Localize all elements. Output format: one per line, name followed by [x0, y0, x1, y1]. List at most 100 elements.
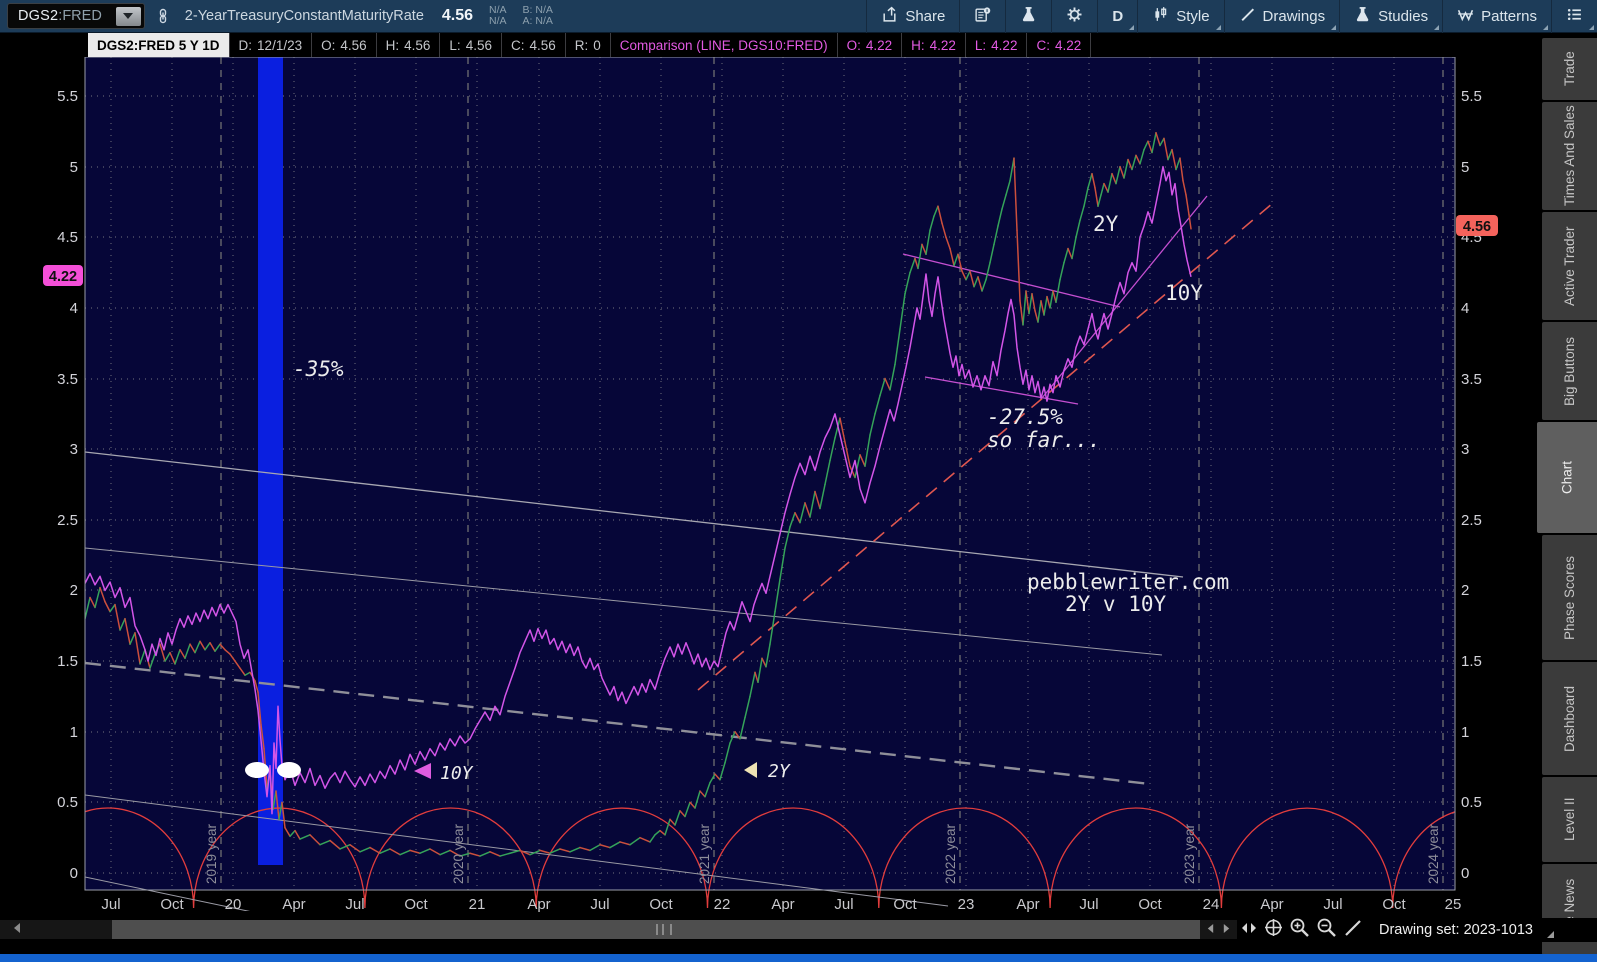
chart-h-scrollbar-thumb[interactable]	[112, 920, 1200, 939]
price-tick-label: 2.5	[1461, 512, 1482, 529]
symbol-description: 2-YearTreasuryConstantMaturityRate	[184, 8, 424, 24]
scrollbar-step-buttons[interactable]	[1200, 920, 1237, 939]
time-tick-label: 25	[1445, 896, 1462, 913]
price-series-10y	[85, 165, 1192, 815]
toolbar-button-share[interactable]: Share	[866, 0, 959, 33]
ohlc-field: H: 4.56	[375, 33, 440, 57]
news-icon	[974, 6, 991, 27]
plot-area[interactable]	[85, 57, 1455, 890]
toolbar-button-style[interactable]: Style	[1137, 0, 1223, 33]
scroll-left-icon	[12, 921, 22, 939]
comparison-value: 4.22	[929, 37, 956, 53]
svg-text:4.56: 4.56	[1463, 219, 1491, 235]
ohlc-field: L: 4.56	[439, 33, 501, 57]
snap-right-button[interactable]	[1240, 921, 1258, 940]
patterns-icon	[1457, 6, 1474, 27]
sidebar-tab-times-and-sales[interactable]: Times And Sales	[1542, 102, 1597, 210]
corner-expand-icon	[1589, 24, 1594, 30]
scrollbar-grip-icon	[656, 924, 672, 935]
chart-text-annotation[interactable]: 2Y	[1093, 212, 1119, 236]
trendline-drawing[interactable]	[85, 547, 1163, 656]
ellipse-marker-drawing[interactable]	[245, 762, 269, 778]
chart-text-annotation[interactable]: 10Y	[1165, 281, 1203, 305]
step-left-icon	[1206, 921, 1215, 939]
toolbar-button-label: Drawings	[1262, 7, 1326, 25]
trendline-drawing[interactable]	[85, 876, 262, 914]
arrow-marker-icon[interactable]	[414, 763, 431, 779]
comparison-field: L: 4.22	[964, 33, 1027, 57]
chart-text-annotation[interactable]: -27.5%	[987, 405, 1063, 429]
chart-text-annotation[interactable]: -35%	[293, 357, 344, 381]
link-icon[interactable]	[155, 8, 171, 24]
price-tick-label: 3.5	[57, 371, 78, 388]
arrow-marker-icon[interactable]	[744, 762, 757, 778]
marker-drawings	[245, 762, 757, 779]
ohlc-value: 12/1/23	[257, 37, 303, 53]
trendline-drawing[interactable]	[85, 451, 1184, 578]
time-axis[interactable]: Jul Oct 20 Apr Jul Oct 21 Apr Jul Oct 22 Apr Jul Oct 2…	[101, 896, 1461, 913]
chart-text-annotation[interactable]: 10Y	[440, 763, 474, 784]
trendline-drawing[interactable]	[1041, 195, 1208, 399]
chart-text-annotation[interactable]: pebblewriter.com	[1027, 570, 1229, 594]
toolbar-button-gear-icon[interactable]	[1051, 0, 1097, 33]
drawing-set-expander-icon[interactable]	[1546, 930, 1554, 938]
trendline-drawing[interactable]	[697, 202, 1274, 691]
comparison-label: Comparison (LINE, DGS10:FRED)	[609, 33, 837, 57]
sidebar-tab-phase-scores[interactable]: Phase Scores	[1542, 535, 1597, 660]
trendline-drawing[interactable]	[924, 376, 1079, 405]
ohlc-cells: D: 12/1/23 O: 4.56 H: 4.56 L: 4.56 C: 4.56 R: 0 Comp…	[228, 33, 1092, 57]
comparison-price-bubble: 4.22	[43, 265, 83, 286]
toolbar-button-flask-icon[interactable]	[1005, 0, 1051, 33]
time-tick-label: Apr	[282, 896, 305, 913]
sidebar-tab-big-buttons[interactable]: Big Buttons	[1542, 322, 1597, 420]
time-tick-label: Jul	[590, 896, 609, 913]
symbol-dropdown-button[interactable]	[115, 6, 141, 26]
toolbar-button-list-icon[interactable]	[1551, 0, 1597, 33]
sidebar-tab-trade[interactable]: Trade	[1542, 38, 1597, 100]
price-tick-label: 1.5	[57, 653, 78, 670]
sidebar-tab-active-trader[interactable]: Active Trader	[1542, 212, 1597, 320]
toolbar-button-d[interactable]: D	[1097, 0, 1137, 33]
price-tick-label: 5.5	[57, 88, 78, 105]
trendline-drawing[interactable]	[85, 794, 949, 907]
pan-button[interactable]	[1264, 918, 1283, 942]
quote-size-bottom: N/A	[489, 15, 507, 27]
toolbar-button-label: D	[1112, 7, 1124, 25]
toolbar-button-news-icon[interactable]	[959, 0, 1005, 33]
quote-size-stack: N/A N/A	[489, 5, 507, 27]
time-tick-label: Apr	[1260, 896, 1283, 913]
scrollbar-left-stub[interactable]	[0, 920, 112, 939]
grid	[85, 57, 1455, 890]
corner-expand-icon	[1129, 24, 1135, 30]
price-tick-label: 2	[70, 582, 78, 599]
ohlc-field: D: 12/1/23	[228, 33, 312, 57]
toolbar-button-drawings[interactable]: Drawings	[1223, 0, 1340, 33]
time-tick-label: 20	[225, 896, 242, 913]
ellipse-marker-drawing[interactable]	[277, 762, 301, 778]
chart-text-annotation[interactable]: 2Y v 10Y	[1065, 592, 1167, 616]
chart-text-annotation[interactable]: 2Y	[768, 761, 791, 782]
comparison-value: 4.22	[991, 37, 1018, 53]
chart-text-annotation[interactable]: so far...	[987, 428, 1101, 452]
symbol-input[interactable]: DGS2:FRED	[7, 3, 145, 29]
toolbar-button-patterns[interactable]: Patterns	[1442, 0, 1551, 33]
drawing-tool-button[interactable]	[1343, 918, 1363, 943]
toolbar-button-studies[interactable]: Studies	[1339, 0, 1442, 33]
zoom-out-button[interactable]	[1316, 917, 1337, 943]
sidebar-tab-level-ii[interactable]: Level II	[1542, 777, 1597, 862]
trendline-drawing[interactable]	[902, 253, 1121, 308]
time-tick-label: Jul	[1079, 896, 1098, 913]
price-axis-left: 5.5 5 4.5 4 3.5 3 2.5 2 1.5 1 0.5 0	[57, 88, 78, 882]
chart-title-chip: DGS2:FRED 5 Y 1D	[88, 33, 229, 57]
price-axis-right[interactable]: 5.554.543.532.521.510.50	[1461, 88, 1482, 882]
year-line-label: 2022 year	[943, 823, 958, 884]
trendline-drawing[interactable]	[85, 661, 1151, 786]
sidebar-tab-dashboard[interactable]: Dashboard	[1542, 662, 1597, 775]
flask-icon	[1020, 6, 1037, 27]
year-line-label: 2021 year	[697, 823, 712, 884]
drawing-set-label[interactable]: Drawing set: 2023-1013	[1379, 922, 1533, 938]
sidebar-tab-chart[interactable]: Chart	[1537, 422, 1597, 533]
time-tick-label: Apr	[1016, 896, 1039, 913]
zoom-in-button[interactable]	[1289, 917, 1310, 943]
